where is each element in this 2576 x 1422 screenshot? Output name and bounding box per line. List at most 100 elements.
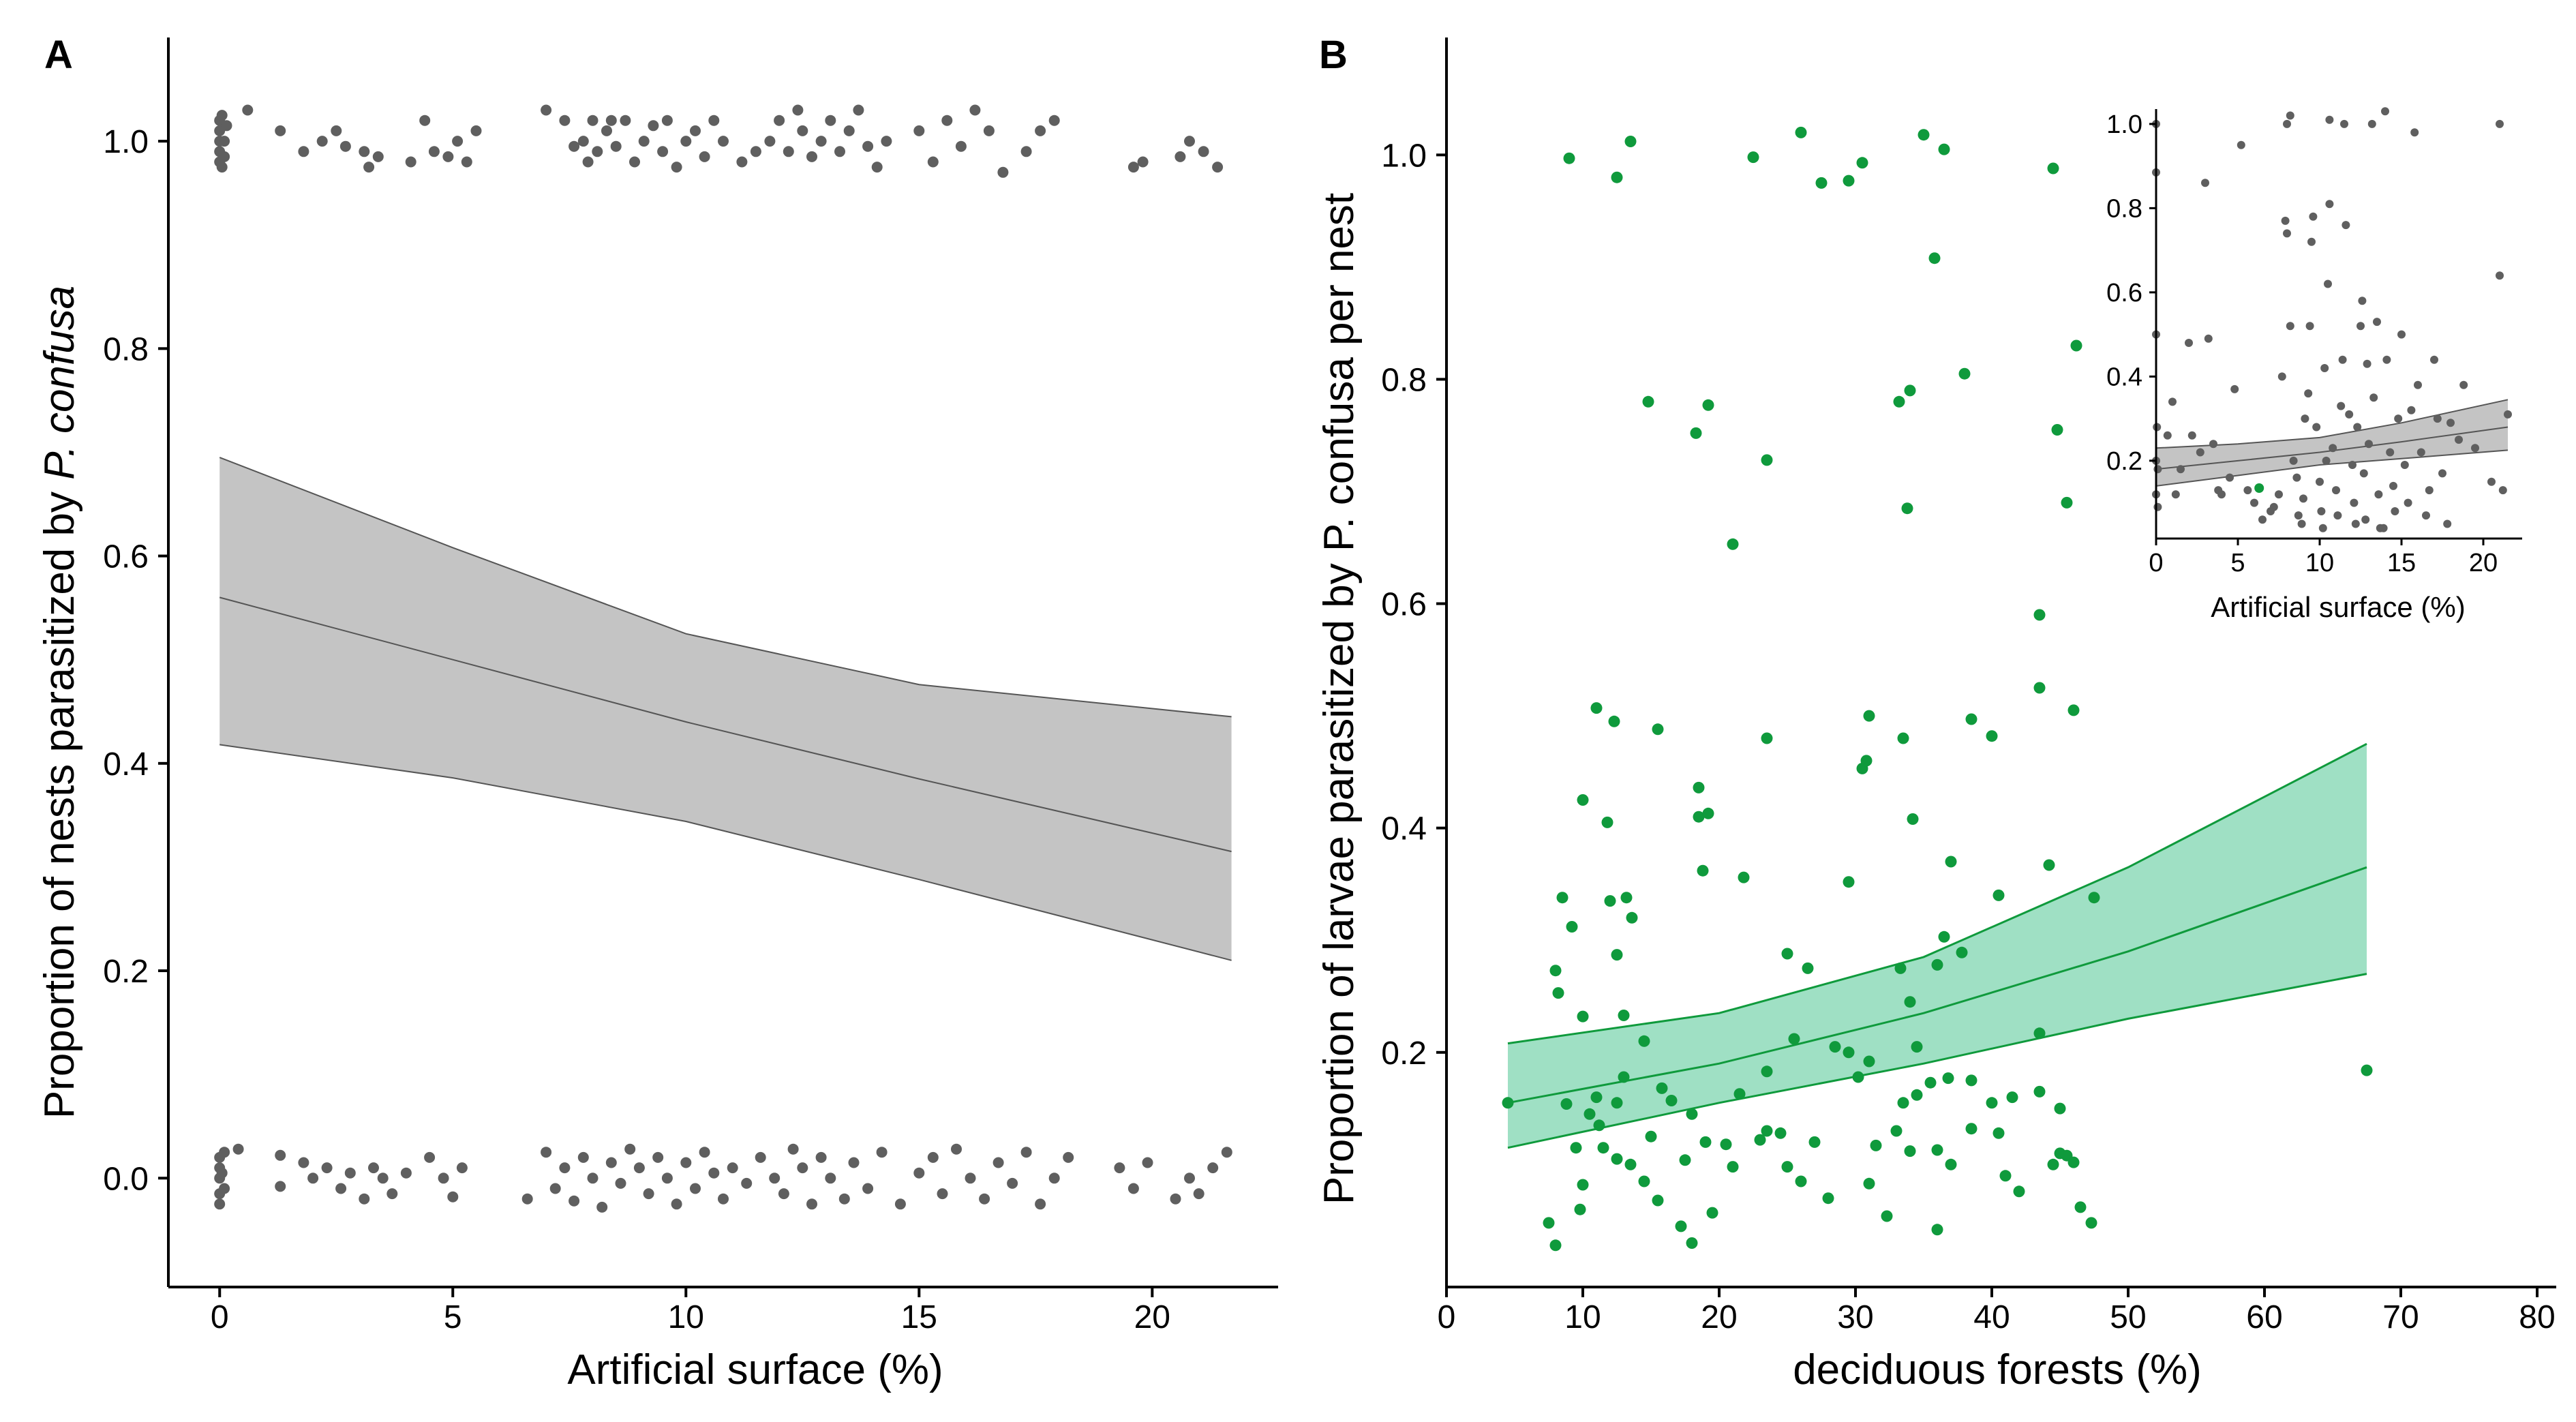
panel-b-point xyxy=(1863,1177,1875,1190)
inset-point xyxy=(2250,498,2258,507)
panel-b-point xyxy=(1928,252,1941,264)
panel-b-point xyxy=(1843,1046,1855,1059)
panel-b-point xyxy=(1843,175,1855,187)
panel-b-point xyxy=(1560,1098,1573,1110)
panel-a-y-tick-label: 0.0 xyxy=(103,1161,149,1197)
panel-b-y-tick-label: 0.4 xyxy=(1381,811,1427,847)
panel-b-point xyxy=(1577,794,1589,806)
panel-b-point xyxy=(1945,856,1957,868)
panel-a-point xyxy=(806,151,817,162)
panel-b-point xyxy=(1938,143,1950,155)
panel-a-confidence-band xyxy=(219,457,1232,961)
panel-a-point xyxy=(232,1143,244,1155)
panel-a-point xyxy=(363,162,375,173)
panel-a-point xyxy=(792,104,804,116)
panel-b-point xyxy=(2047,1158,2059,1170)
panel-b-x-tick-label: 0 xyxy=(1438,1299,1456,1335)
panel-b-point xyxy=(2033,1027,2046,1040)
panel-a-point xyxy=(671,162,682,173)
panel-a-point xyxy=(216,162,228,173)
panel-a-point xyxy=(671,1198,682,1210)
inset-point xyxy=(2430,355,2438,364)
panel-a-point xyxy=(1212,162,1224,173)
panel-b-point xyxy=(1863,1055,1875,1068)
panel-b-point xyxy=(1577,1010,1589,1023)
panel-b-point xyxy=(2047,162,2059,175)
panel-a-y-axis-title: Proportion of nests parasitized by P. co… xyxy=(36,286,83,1119)
inset-point xyxy=(2286,111,2294,120)
inset-point xyxy=(2348,461,2357,469)
panel-a-point xyxy=(648,120,659,132)
panel-b-point xyxy=(1570,1142,1582,1154)
panel-a-point xyxy=(750,146,761,157)
panel-a-point xyxy=(992,1157,1004,1168)
panel-a-point xyxy=(368,1162,379,1174)
panel-b-x-tick-label: 70 xyxy=(2382,1299,2419,1335)
panel-b-point xyxy=(1611,1153,1623,1165)
panel-b-point xyxy=(1686,1108,1698,1120)
inset-point xyxy=(2381,107,2389,116)
panel-a-point xyxy=(582,156,594,168)
inset-point xyxy=(2312,423,2321,432)
panel-a-point xyxy=(834,146,845,157)
panel-b-point xyxy=(1618,1010,1630,1021)
inset-point xyxy=(2283,229,2291,238)
panel-b-point xyxy=(1563,152,1575,164)
inset-point xyxy=(2168,397,2177,406)
panel-a-point xyxy=(843,125,855,136)
inset-point xyxy=(2333,511,2342,520)
panel-b-point xyxy=(1727,1161,1739,1173)
panel-b-point xyxy=(1761,1065,1773,1078)
inset-point xyxy=(2269,502,2278,511)
panel-a-point xyxy=(298,1157,309,1168)
panel-b-x-tick-label: 30 xyxy=(1837,1299,1873,1335)
panel-b-point xyxy=(1863,710,1875,722)
panel-b-point xyxy=(1986,730,1998,742)
panel-a-ci-upper-line xyxy=(219,457,1232,718)
inset-point xyxy=(2443,519,2452,528)
panel-a-point xyxy=(718,136,729,147)
panel-b-point xyxy=(1665,1095,1678,1106)
panel-b-point xyxy=(1699,1136,1712,1148)
panel-a-point xyxy=(1142,1157,1153,1168)
panel-a-point xyxy=(708,115,720,126)
inset-point xyxy=(2374,490,2383,499)
panel-a-point xyxy=(629,156,640,168)
panel-b-point xyxy=(1860,755,1873,767)
panel-b-point xyxy=(1620,892,1633,904)
inset-point xyxy=(2289,456,2298,465)
panel-a-point xyxy=(1020,1147,1032,1158)
panel-a-point xyxy=(331,125,342,136)
panel-b-point xyxy=(1795,1175,1807,1187)
panel-b-point xyxy=(1754,1134,1766,1146)
inset-point xyxy=(2209,440,2217,449)
panel-a-point xyxy=(876,1147,888,1158)
panel-b-point xyxy=(1822,1192,1834,1205)
inset-point xyxy=(2407,406,2416,414)
panel-a-point xyxy=(797,1162,808,1174)
panel-b-point xyxy=(2061,496,2073,509)
panel-b-point xyxy=(1897,732,1909,744)
panel-a-point xyxy=(979,1193,990,1205)
panel-a-point xyxy=(470,125,482,136)
panel-b-point xyxy=(1904,1145,1916,1158)
panel-a-fit-line xyxy=(219,596,1232,853)
panel-b-point xyxy=(2013,1185,2025,1198)
inset-x-tick-label: 10 xyxy=(2305,549,2334,577)
inset-point xyxy=(2386,448,2395,457)
panel-a-point xyxy=(1063,1151,1074,1163)
panel-a-point xyxy=(1035,1198,1046,1210)
panel-b-point xyxy=(1642,395,1654,408)
panel-a-point xyxy=(605,1157,617,1168)
panel-b-point xyxy=(1881,1210,1893,1222)
panel-a-point xyxy=(983,125,995,136)
panel-b-point xyxy=(2085,1217,2097,1229)
inset-x-axis-title: Artificial surface (%) xyxy=(2211,591,2465,623)
panel-b-point xyxy=(1738,871,1750,883)
panel-b-confidence-band xyxy=(1507,742,2367,1149)
inset-point xyxy=(2243,486,2252,495)
panel-a-point xyxy=(610,140,622,152)
panel-a-point xyxy=(941,115,953,126)
panel-b-x-tick-label: 60 xyxy=(2246,1299,2282,1335)
